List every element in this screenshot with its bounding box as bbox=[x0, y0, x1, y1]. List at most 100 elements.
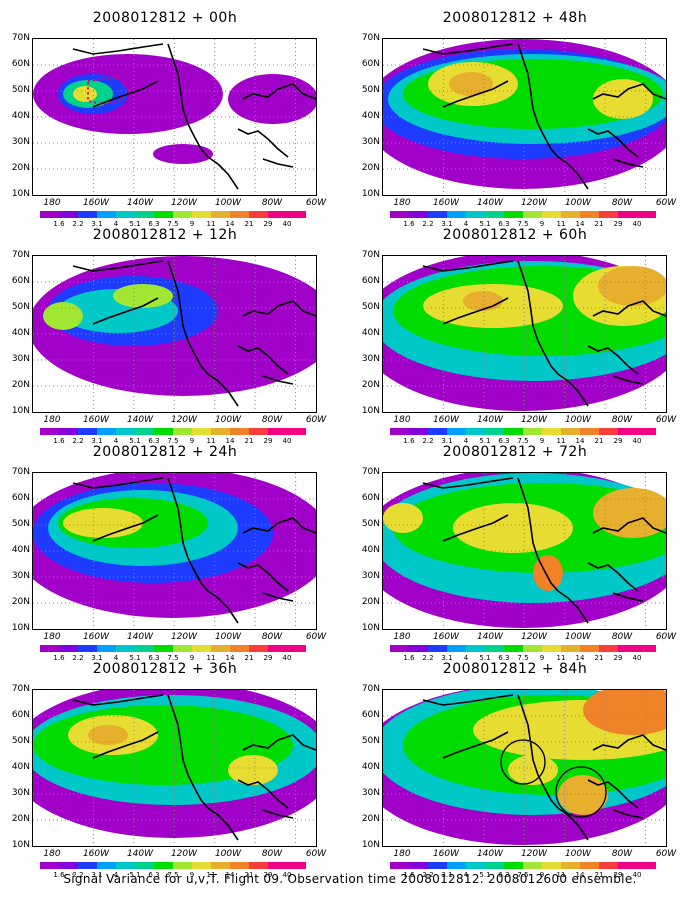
colorbar-level-label: 14 bbox=[225, 871, 235, 879]
coastline bbox=[242, 83, 316, 100]
colorbar-swatch bbox=[409, 645, 428, 652]
latitude-label: 70N bbox=[361, 33, 380, 43]
longitude-label: 120W bbox=[170, 849, 198, 859]
colorbar-level-label: 5.1 bbox=[479, 220, 491, 228]
latitude-label: 20N bbox=[361, 597, 380, 607]
panel-title: 2008012812 + 72h bbox=[442, 444, 588, 460]
longitude-label: 120W bbox=[520, 849, 548, 859]
longitude-label: 160W bbox=[82, 849, 110, 859]
latitude-label: 20N bbox=[11, 380, 30, 390]
colorbar-level-label: 4 bbox=[113, 654, 119, 662]
longitude-label: 60W bbox=[305, 849, 327, 859]
colorbar-level-label: 6.3 bbox=[148, 220, 160, 228]
longitude-label: 160W bbox=[82, 198, 110, 208]
colorbar-swatch bbox=[249, 211, 268, 218]
colorbar-level-label: 2.2 bbox=[72, 220, 84, 228]
longitude-label: 140W bbox=[126, 632, 154, 642]
variance-contour bbox=[88, 725, 128, 745]
colorbar-level-label: 9 bbox=[539, 220, 545, 228]
colorbar-level-label: 29 bbox=[613, 871, 623, 879]
colorbar-swatch bbox=[485, 862, 504, 869]
coastline bbox=[242, 734, 316, 751]
coastline bbox=[217, 814, 239, 841]
colorbar-level-label: 21 bbox=[244, 871, 254, 879]
colorbar bbox=[40, 862, 306, 869]
colorbar-level-label: 5.1 bbox=[479, 871, 491, 879]
colorbar-swatch bbox=[230, 862, 249, 869]
latitude-label: 50N bbox=[11, 85, 30, 95]
panel-title: 2008012812 + 36h bbox=[92, 661, 238, 677]
colorbar-swatch bbox=[173, 645, 192, 652]
colorbar-swatch bbox=[466, 428, 485, 435]
colorbar-swatch bbox=[504, 645, 523, 652]
colorbar-swatch bbox=[154, 211, 173, 218]
colorbar-level-label: 5.1 bbox=[479, 437, 491, 445]
latitude-label: 40N bbox=[361, 328, 380, 338]
colorbar-level-label: 11 bbox=[556, 220, 566, 228]
colorbar-level-label: 5.1 bbox=[129, 220, 141, 228]
colorbar-level-label: 7.5 bbox=[167, 871, 179, 879]
colorbar-level-label: 9 bbox=[539, 437, 545, 445]
colorbar-level-label: 7.5 bbox=[517, 871, 529, 879]
colorbar-swatch bbox=[599, 862, 618, 869]
colorbar-level-label: 1.6 bbox=[53, 654, 65, 662]
colorbar-swatch bbox=[390, 645, 409, 652]
colorbar-swatch bbox=[154, 862, 173, 869]
colorbar-level-label: 29 bbox=[613, 437, 623, 445]
coastline bbox=[612, 158, 644, 168]
colorbar-level-label: 11 bbox=[206, 654, 216, 662]
colorbar-swatch bbox=[268, 211, 287, 218]
colorbar-level-label: 1.6 bbox=[403, 437, 415, 445]
colorbar-level-label: 14 bbox=[225, 654, 235, 662]
colorbar-level-label: 9 bbox=[189, 220, 195, 228]
longitude-label: 100W bbox=[564, 632, 592, 642]
longitude-label: 100W bbox=[214, 849, 242, 859]
colorbar-level-label: 1.6 bbox=[403, 654, 415, 662]
coastline bbox=[167, 694, 219, 816]
colorbar-level-label: 4 bbox=[463, 437, 469, 445]
variance-map bbox=[382, 689, 667, 847]
colorbar-level-label: 3.1 bbox=[441, 437, 453, 445]
colorbar-swatch bbox=[637, 428, 656, 435]
map-panel: 2008012812 + 00h 70N 60N 50N 40N 30N 20N 10N 180… bbox=[0, 8, 330, 228]
map-canvas bbox=[33, 39, 316, 195]
colorbar-level-label: 14 bbox=[225, 220, 235, 228]
variance-contour bbox=[63, 508, 143, 538]
coastline bbox=[587, 345, 639, 375]
colorbar-swatch bbox=[618, 862, 637, 869]
colorbar-level-label: 9 bbox=[189, 437, 195, 445]
colorbar bbox=[390, 862, 656, 869]
colorbar-swatch bbox=[637, 211, 656, 218]
colorbar-swatch bbox=[97, 862, 116, 869]
colorbar-level-label: 40 bbox=[282, 220, 292, 228]
longitude-label: 180 bbox=[393, 198, 411, 208]
coastline bbox=[442, 80, 509, 108]
longitude-label: 180 bbox=[43, 415, 61, 425]
colorbar-swatch bbox=[287, 211, 306, 218]
colorbar-swatch bbox=[485, 211, 504, 218]
latitude-label: 20N bbox=[361, 380, 380, 390]
colorbar-swatch bbox=[428, 862, 447, 869]
longitude-label: 160W bbox=[432, 415, 460, 425]
coastline bbox=[592, 300, 666, 317]
variance-contour bbox=[583, 690, 666, 735]
coastline bbox=[422, 694, 514, 706]
latitude-label: 40N bbox=[11, 111, 30, 121]
variance-contour bbox=[153, 144, 213, 164]
colorbar-level-label: 11 bbox=[206, 220, 216, 228]
colorbar bbox=[390, 645, 656, 652]
colorbar-swatch bbox=[580, 862, 599, 869]
colorbar-level-label: 1.6 bbox=[53, 220, 65, 228]
latitude-label: 60N bbox=[11, 710, 30, 720]
colorbar-swatch bbox=[230, 428, 249, 435]
latitude-label: 30N bbox=[11, 354, 30, 364]
colorbar-swatch bbox=[287, 645, 306, 652]
colorbar-level-label: 14 bbox=[575, 871, 585, 879]
longitude-label: 80W bbox=[611, 632, 633, 642]
coastline bbox=[592, 517, 666, 534]
latitude-label: 30N bbox=[361, 788, 380, 798]
colorbar-swatch bbox=[59, 645, 78, 652]
coastline bbox=[237, 562, 289, 592]
verification-circle bbox=[500, 739, 546, 785]
colorbar-level-label: 1.6 bbox=[403, 871, 415, 879]
